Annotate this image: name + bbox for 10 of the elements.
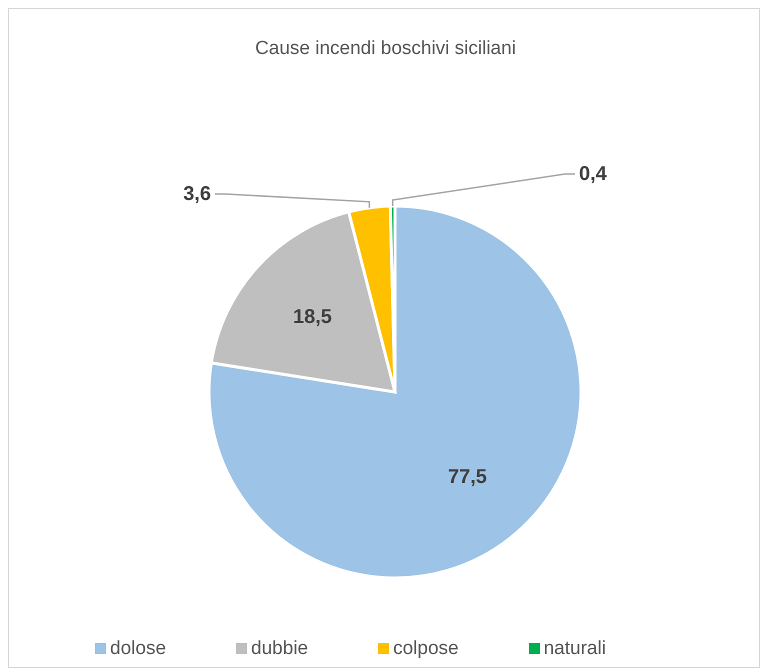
legend-label: dolose [110, 638, 166, 659]
pie-slice [208, 204, 582, 580]
data-label: 77,5 [448, 466, 487, 488]
legend-label: dubbie [251, 638, 308, 659]
legend-label: naturali [544, 638, 606, 659]
data-label: 18,5 [292, 306, 332, 328]
legend-label: colpose [393, 638, 459, 659]
data-label: 0,4 [579, 163, 608, 185]
chart-title: Cause incendi boschivi siciliani [254, 38, 517, 60]
data-label: 3,6 [183, 183, 211, 205]
